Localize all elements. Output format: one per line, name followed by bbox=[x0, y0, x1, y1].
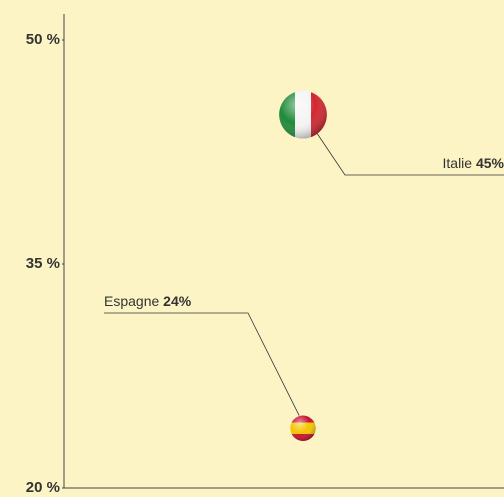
data-label: Italie 45% bbox=[443, 155, 504, 171]
leader-line bbox=[316, 133, 504, 176]
value-label: 24% bbox=[163, 293, 192, 309]
bubble-shade bbox=[290, 415, 316, 441]
y-tick-label: 20 % bbox=[26, 479, 60, 496]
y-tick-label: 35 % bbox=[26, 255, 60, 272]
bubble bbox=[290, 415, 316, 441]
y-tick-label: 50 % bbox=[26, 31, 60, 48]
leader-line bbox=[104, 312, 300, 416]
value-label: 45% bbox=[476, 155, 504, 171]
bubble-shade bbox=[279, 90, 327, 139]
category-name: Italie bbox=[443, 155, 473, 171]
category-name: Espagne bbox=[104, 293, 159, 309]
data-label: Espagne 24% bbox=[104, 293, 192, 309]
bubble bbox=[279, 90, 327, 139]
